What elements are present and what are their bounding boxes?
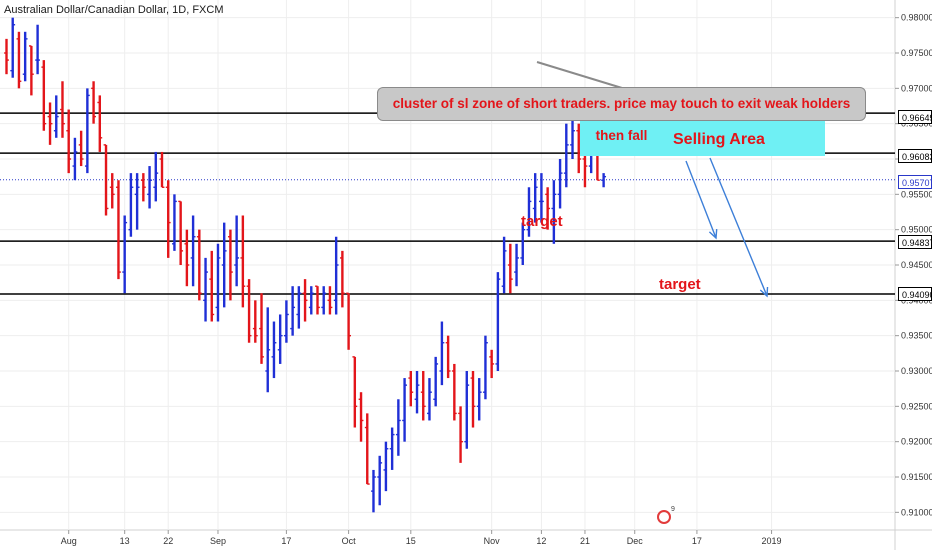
x-tick-label: 17 <box>281 536 291 546</box>
y-tick-label: 0.93500 <box>901 331 932 341</box>
x-tick-label: 15 <box>406 536 416 546</box>
y-tick-label: 0.91500 <box>901 472 932 482</box>
x-tick-label: 17 <box>692 536 702 546</box>
y-tick-label: 0.97000 <box>901 83 932 93</box>
callout-box: cluster of sl zone of short traders. pri… <box>377 87 866 143</box>
x-tick-label: 22 <box>163 536 173 546</box>
selling-zone-rect <box>580 118 825 156</box>
x-tick-label: Nov <box>484 536 501 546</box>
y-tick-label: 0.95000 <box>901 225 932 235</box>
x-tick-label: 2019 <box>762 536 782 546</box>
x-tick-label: 13 <box>120 536 130 546</box>
x-tick-label: Dec <box>627 536 644 546</box>
y-tick-label: 0.98000 <box>901 13 932 23</box>
target-label-1: target <box>521 213 563 230</box>
callout-pointer <box>536 61 623 89</box>
x-tick-label: Aug <box>61 536 77 546</box>
projection-arrow-1-head <box>708 228 718 240</box>
selling-area-label: Selling Area <box>673 131 765 148</box>
price-tag-level-1: 0.96649 <box>898 110 932 124</box>
logo-superscript: 9 <box>671 506 675 513</box>
projection-arrow-2-head <box>759 286 769 298</box>
target-label-2: target <box>659 276 701 293</box>
y-tick-label: 0.91000 <box>901 507 932 517</box>
tradingview-logo-icon <box>657 510 671 524</box>
price-tag-level-3: 0.94837 <box>898 235 932 249</box>
price-tag-level-2: 0.96083 <box>898 149 932 163</box>
y-tick-label: 0.93000 <box>901 366 932 376</box>
x-tick-label: Sep <box>210 536 226 546</box>
x-tick-label: Oct <box>342 536 357 546</box>
y-tick-label: 0.97500 <box>901 48 932 58</box>
y-tick-label: 0.95500 <box>901 189 932 199</box>
x-tick-label: 12 <box>536 536 546 546</box>
price-tag-level-4: 0.94090 <box>898 287 932 301</box>
projection-arrow-1 <box>685 160 717 239</box>
chart-title: Australian Dollar/Canadian Dollar, 1D, F… <box>4 4 224 16</box>
y-tick-label: 0.92000 <box>901 437 932 447</box>
y-tick-label: 0.92500 <box>901 401 932 411</box>
x-tick-label: 21 <box>580 536 590 546</box>
y-tick-label: 0.94500 <box>901 260 932 270</box>
price-tag-current: 0.95707 <box>898 175 932 189</box>
projection-arrow-2 <box>709 157 768 297</box>
